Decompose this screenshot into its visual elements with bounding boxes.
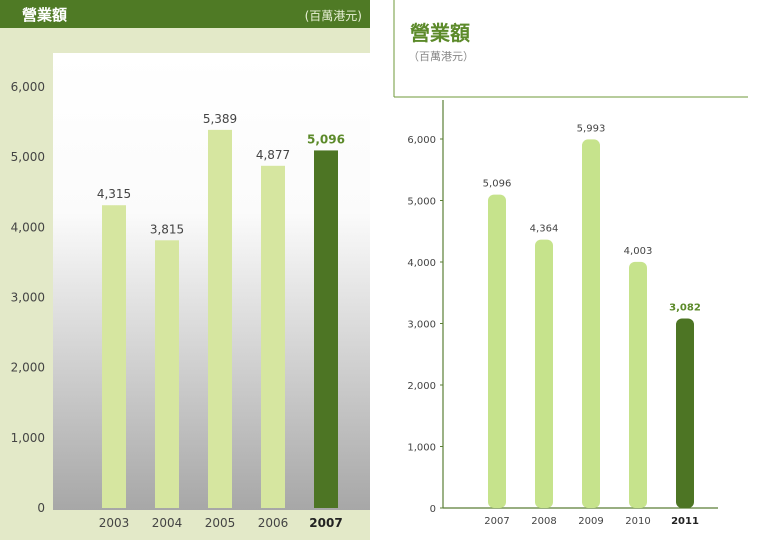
left-ytick-label: 2,000: [11, 361, 45, 375]
right-chart-title: 營業額: [410, 21, 470, 45]
left-chart-title: 營業額: [22, 6, 67, 24]
left-category-label-2007: 2007: [309, 516, 342, 530]
right-ytick-label: 6,000: [407, 135, 436, 146]
left-ytick-label: 1,000: [11, 431, 45, 445]
left-ytick-label: 5,000: [11, 150, 45, 164]
right-ytick-label: 2,000: [407, 381, 436, 392]
right-ytick-label: 1,000: [407, 443, 436, 454]
right-ytick-label: 3,000: [407, 320, 436, 331]
left-ytick-label: 0: [37, 501, 45, 515]
right-ytick-label: 4,000: [407, 258, 436, 269]
left-bar-2005: [208, 129, 232, 508]
left-chart-subtitle: (百萬港元): [305, 9, 362, 23]
left-bar-2006: [261, 165, 285, 508]
right-bar-2008: [535, 239, 553, 508]
left-ytick-label: 6,000: [11, 80, 45, 94]
right-category-label-2008: 2008: [531, 516, 556, 527]
right-category-label-2010: 2010: [625, 516, 650, 527]
right-chart-subtitle: （百萬港元）: [408, 50, 474, 63]
right-revenue-chart: 營業額 （百萬港元） 0 1,000 2,000 3,000 4,000 5,000 6,0…: [393, 0, 748, 527]
right-ytick-label: 5,000: [407, 197, 436, 208]
left-category-label-2003: 2003: [99, 516, 130, 530]
right-value-label-2011: 3,082: [669, 302, 701, 313]
left-header-bar: [0, 0, 370, 28]
left-category-label-2004: 2004: [152, 516, 183, 530]
right-ytick-label: 0: [430, 504, 436, 515]
left-category-label-2005: 2005: [205, 516, 236, 530]
left-value-label-2005: 5,389: [203, 112, 237, 126]
right-category-label-2007: 2007: [484, 516, 509, 527]
right-bar-2011: [676, 318, 694, 508]
left-category-label-2006: 2006: [258, 516, 289, 530]
right-category-label-2011: 2011: [671, 516, 699, 527]
left-ytick-label: 4,000: [11, 220, 45, 234]
right-bar-2010: [629, 261, 647, 508]
right-value-label-2009: 5,993: [577, 123, 606, 134]
left-value-label-2006: 4,877: [256, 148, 290, 162]
left-value-label-2004: 3,815: [150, 222, 184, 236]
right-value-label-2008: 4,364: [530, 224, 559, 235]
left-ytick-label: 3,000: [11, 291, 45, 305]
right-value-label-2010: 4,003: [624, 246, 653, 257]
right-bar-2007: [488, 194, 506, 508]
left-value-label-2007: 5,096: [307, 132, 345, 146]
left-revenue-chart: 營業額 (百萬港元) 0 1,000 2,000 3,000 4,000 5,000 6,0…: [0, 0, 370, 540]
left-bar-2004: [155, 240, 179, 509]
left-bar-2007: [314, 150, 338, 508]
left-bar-2003: [102, 205, 126, 508]
right-category-label-2009: 2009: [578, 516, 603, 527]
right-bar-2009: [582, 139, 600, 509]
right-value-label-2007: 5,096: [483, 179, 512, 190]
left-value-label-2003: 4,315: [97, 187, 131, 201]
